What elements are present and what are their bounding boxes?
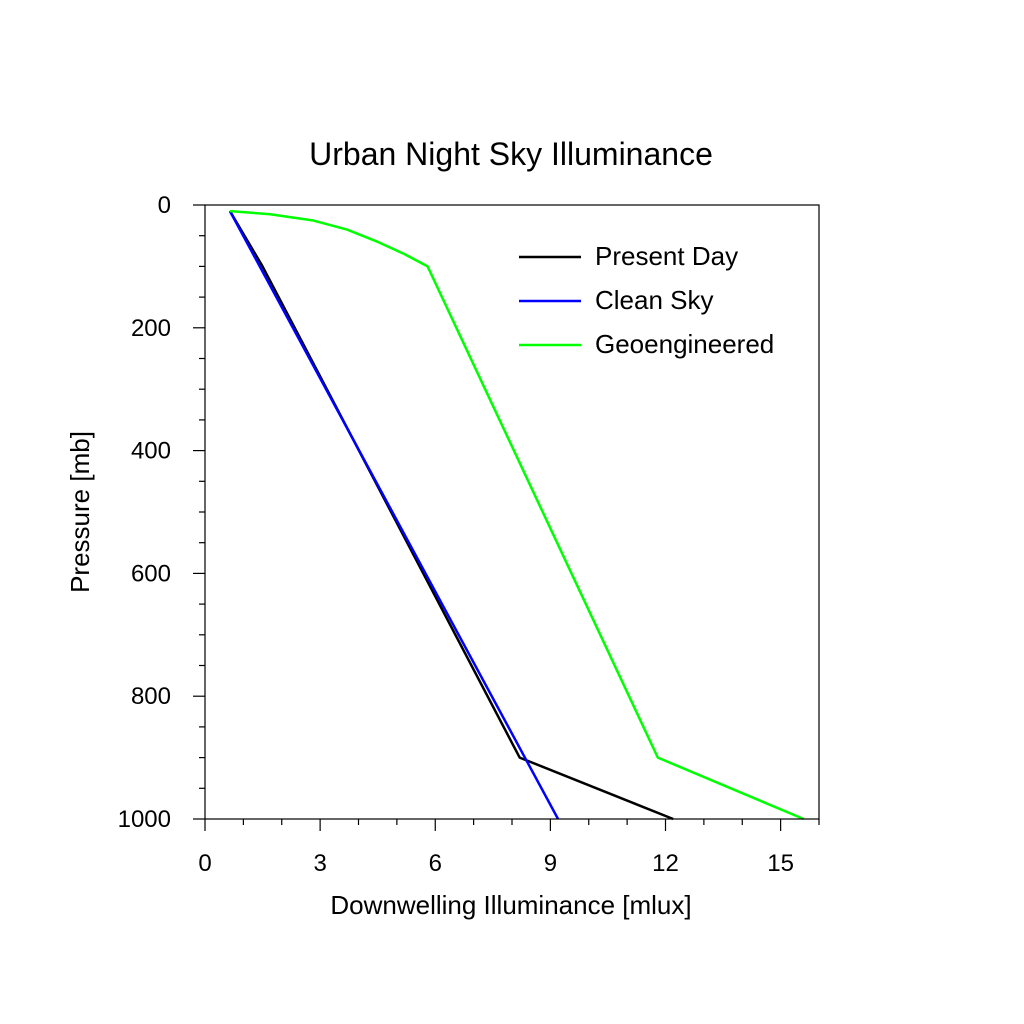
y-axis-label: Pressure [mb] — [65, 431, 95, 593]
y-tick-label: 600 — [131, 560, 171, 587]
y-tick-label: 400 — [131, 438, 171, 465]
x-axis: 0 3 6 9 12 15 — [198, 819, 820, 877]
x-axis-label: Downwelling Illuminance [mlux] — [330, 890, 691, 920]
plot-frame — [204, 204, 820, 820]
y-tick-label: 0 — [158, 192, 171, 219]
x-tick-label: 9 — [544, 850, 557, 877]
legend-label: Geoengineered — [595, 329, 774, 359]
x-tick-label: 0 — [198, 850, 211, 877]
series-layer — [228, 209, 805, 821]
chart-title: Urban Night Sky Illuminance — [309, 136, 713, 172]
x-tick-label: 6 — [429, 850, 442, 877]
y-axis: 0 200 400 600 800 1000 — [118, 192, 205, 833]
legend: Present Day Clean Sky Geoengineered — [519, 241, 774, 359]
legend-label: Clean Sky — [595, 285, 714, 315]
legend-label: Present Day — [595, 241, 738, 271]
series-line-clean-sky — [228, 210, 560, 820]
series-line-geoengineered — [229, 209, 805, 821]
x-tick-label: 3 — [313, 850, 326, 877]
y-tick-label: 200 — [131, 315, 171, 342]
y-tick-label: 1000 — [118, 806, 171, 833]
x-tick-label: 12 — [652, 850, 679, 877]
x-tick-label: 15 — [767, 850, 794, 877]
y-tick-label: 800 — [131, 683, 171, 710]
